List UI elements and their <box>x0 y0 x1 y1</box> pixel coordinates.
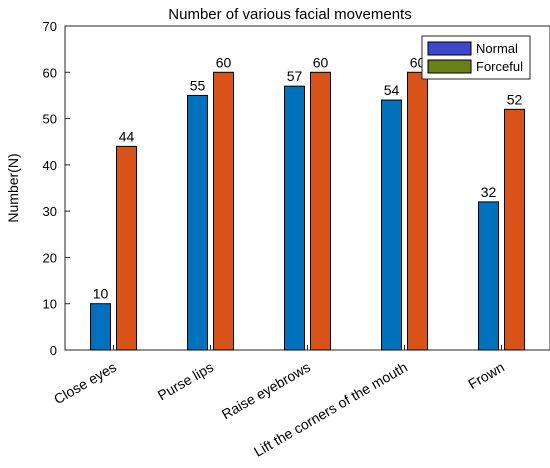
y-tick-label: 0 <box>50 343 57 358</box>
data-label: 60 <box>216 54 232 70</box>
legend-swatch-normal <box>427 41 472 56</box>
chart-title: Number of various facial movements <box>168 6 411 23</box>
y-tick-label: 40 <box>43 158 57 173</box>
legend-swatch-forceful <box>427 59 472 74</box>
bar-forceful <box>213 71 234 351</box>
data-label: 52 <box>507 91 523 107</box>
legend-label-normal: Normal <box>476 41 518 56</box>
bar-normal <box>381 99 402 351</box>
data-label: 10 <box>93 286 109 302</box>
bar-normal <box>478 201 499 351</box>
y-tick-label: 10 <box>43 297 57 312</box>
data-label: 57 <box>287 68 303 84</box>
data-label: 32 <box>481 184 497 200</box>
y-tick-label: 20 <box>43 250 57 265</box>
y-tick-label: 50 <box>43 112 57 127</box>
legend-label-forceful: Forceful <box>476 59 523 74</box>
y-axis-label: Number(N) <box>5 153 21 222</box>
y-tick-label: 70 <box>43 19 57 34</box>
bar-forceful <box>407 71 428 351</box>
data-label: 55 <box>190 77 206 93</box>
bar-normal <box>187 94 208 351</box>
bar-normal <box>284 85 305 351</box>
bar-normal <box>90 303 111 351</box>
bar-forceful <box>116 145 137 351</box>
y-tick-label: 30 <box>43 204 57 219</box>
data-label: 54 <box>384 82 400 98</box>
data-label: 44 <box>119 128 135 144</box>
bar-forceful <box>504 108 525 351</box>
y-tick-label: 60 <box>43 65 57 80</box>
bar-forceful <box>310 71 331 351</box>
data-label: 60 <box>313 54 329 70</box>
legend: Normal Forceful <box>421 35 531 80</box>
